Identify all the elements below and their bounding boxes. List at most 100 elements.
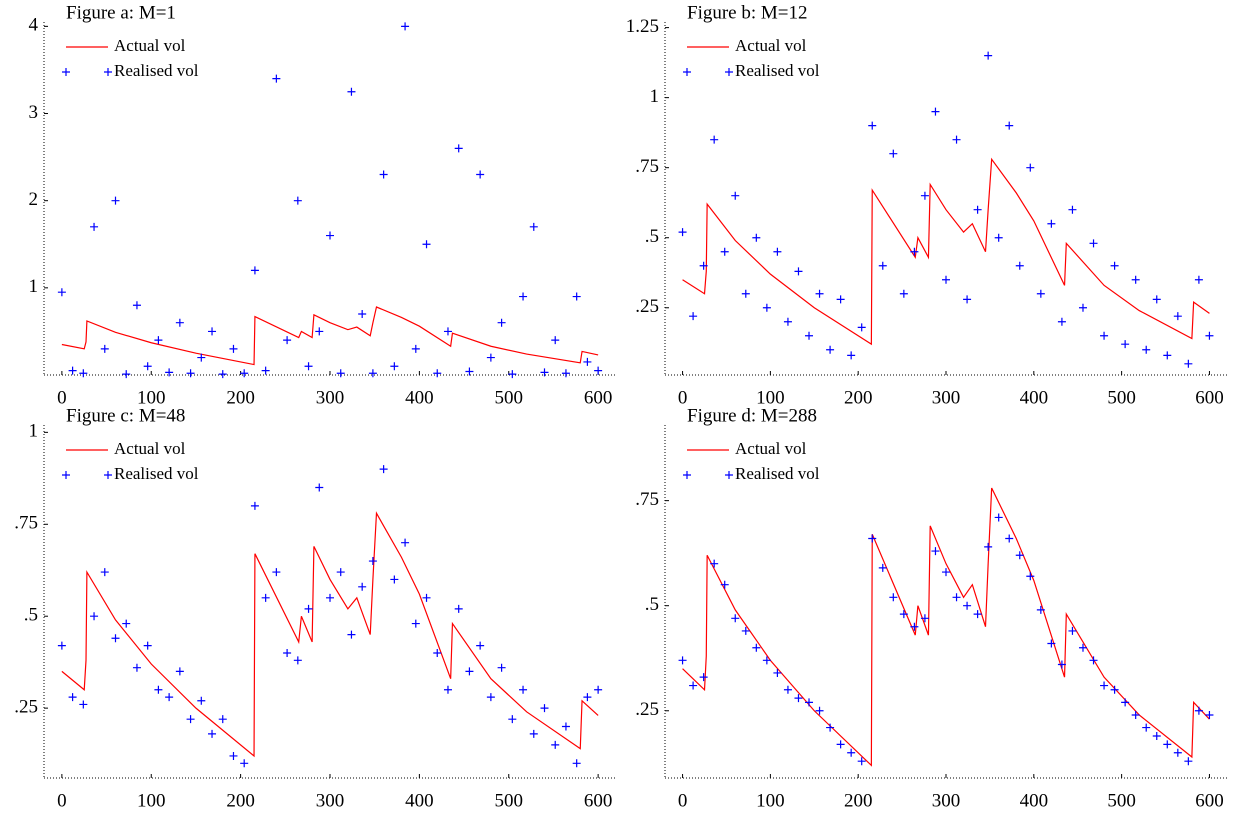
realised-vol-point bbox=[68, 693, 77, 702]
realised-vol-point bbox=[1121, 340, 1130, 349]
realised-vol-point bbox=[476, 170, 485, 179]
realised-vol-point bbox=[358, 582, 367, 591]
realised-vol-point bbox=[710, 559, 719, 568]
y-tick-label: 2 bbox=[29, 189, 39, 210]
realised-vol-point bbox=[741, 289, 750, 298]
chart-title: Figure c: M=48 bbox=[66, 405, 185, 426]
realised-vol-point bbox=[1100, 681, 1109, 690]
realised-vol-point bbox=[583, 357, 592, 366]
realised-vol-point bbox=[1142, 723, 1151, 732]
realised-vol-point bbox=[836, 740, 845, 749]
realised-vol-point bbox=[315, 327, 324, 336]
realised-vol-point bbox=[1173, 312, 1182, 321]
realised-vol-point bbox=[197, 353, 206, 362]
legend-swatch bbox=[62, 471, 112, 479]
realised-vol-point bbox=[401, 22, 410, 31]
realised-vol-point bbox=[794, 694, 803, 703]
realised-vol-point bbox=[678, 656, 687, 665]
realised-vol-point bbox=[197, 696, 206, 705]
y-tick-label: .75 bbox=[14, 513, 38, 534]
realised-vol-point bbox=[984, 542, 993, 551]
realised-vol-point bbox=[326, 231, 334, 240]
realised-vol-point bbox=[1036, 289, 1045, 298]
realised-vol-point bbox=[731, 191, 740, 200]
y-tick-label: .5 bbox=[24, 605, 38, 626]
realised-vol-point bbox=[1110, 685, 1119, 694]
realised-vol-point bbox=[678, 228, 687, 237]
realised-vol-point bbox=[931, 107, 940, 116]
realised-vol-point bbox=[122, 370, 131, 379]
realised-vol-point bbox=[920, 191, 929, 200]
realised-vol-point bbox=[240, 759, 249, 768]
realised-vol-point bbox=[519, 292, 528, 301]
realised-vol-point bbox=[942, 275, 950, 284]
x-tick-label: 0 bbox=[57, 790, 67, 811]
realised-vol-point bbox=[154, 336, 163, 345]
realised-vol-point bbox=[454, 604, 463, 613]
x-tick-label: 500 bbox=[495, 387, 524, 408]
realised-vol-point bbox=[1015, 261, 1024, 270]
x-tick-label: 200 bbox=[226, 790, 255, 811]
realised-vol-point bbox=[465, 667, 474, 676]
legend-swatch bbox=[683, 68, 733, 76]
realised-vol-point bbox=[143, 641, 152, 650]
realised-vol-point bbox=[304, 604, 313, 613]
realised-vol-point bbox=[165, 693, 174, 702]
realised-vol-point bbox=[208, 327, 217, 336]
realised-vol-point bbox=[1163, 351, 1172, 360]
realised-vol-point bbox=[1184, 757, 1193, 766]
realised-vol-point bbox=[465, 367, 474, 376]
y-tick-label: 1 bbox=[29, 276, 39, 297]
realised-vol-point bbox=[111, 196, 120, 205]
realised-vol-point bbox=[529, 729, 538, 738]
chart-title: Figure a: M=1 bbox=[66, 2, 176, 23]
realised-vol-point bbox=[1131, 710, 1140, 719]
y-tick-label: 1.25 bbox=[626, 16, 659, 37]
x-tick-label: 200 bbox=[844, 387, 873, 408]
realised-vol-point bbox=[910, 247, 919, 256]
realised-vol-point bbox=[826, 345, 835, 354]
realised-vol-point bbox=[411, 619, 420, 628]
realised-vol-point bbox=[1036, 605, 1045, 614]
realised-vol-point bbox=[454, 144, 463, 153]
realised-vol-point bbox=[594, 366, 603, 375]
realised-vol-point bbox=[1121, 698, 1130, 707]
x-tick-label: 300 bbox=[932, 387, 961, 408]
realised-vol-point bbox=[1015, 551, 1024, 560]
x-tick-label: 100 bbox=[137, 387, 166, 408]
realised-vol-point bbox=[899, 289, 908, 298]
realised-vol-point bbox=[122, 619, 131, 628]
realised-vol-point bbox=[773, 668, 782, 677]
realised-vol-point bbox=[899, 610, 908, 619]
x-tick-label: 500 bbox=[495, 790, 524, 811]
realised-vol-point bbox=[283, 336, 292, 345]
realised-vol-point bbox=[175, 318, 184, 327]
realised-vol-point bbox=[984, 51, 993, 60]
realised-vol-point bbox=[1057, 317, 1066, 326]
realised-vol-point bbox=[847, 351, 856, 360]
y-tick-label: .25 bbox=[635, 699, 659, 720]
realised-vol-point bbox=[561, 369, 570, 378]
realised-vol-point bbox=[218, 370, 227, 379]
realised-vol-point bbox=[699, 261, 708, 270]
realised-vol-point bbox=[973, 205, 982, 214]
y-tick-label: 1 bbox=[650, 86, 660, 107]
x-tick-label: 300 bbox=[316, 387, 345, 408]
realised-vol-point bbox=[132, 301, 141, 310]
realised-vol-point bbox=[1205, 710, 1214, 719]
realised-vol-point bbox=[794, 267, 803, 276]
realised-vol-point bbox=[422, 593, 431, 602]
realised-vol-point bbox=[326, 593, 334, 602]
realised-vol-point bbox=[1057, 660, 1066, 669]
realised-vol-point bbox=[815, 289, 824, 298]
realised-vol-point bbox=[186, 715, 195, 724]
realised-vol-point bbox=[540, 704, 549, 713]
legend-label: Realised vol bbox=[114, 61, 199, 80]
realised-vol-point bbox=[390, 362, 399, 371]
realised-vol-point bbox=[443, 685, 452, 694]
realised-vol-point bbox=[805, 698, 814, 707]
realised-vol-point bbox=[1100, 331, 1109, 340]
realised-vol-point bbox=[508, 715, 517, 724]
realised-vol-point bbox=[689, 681, 698, 690]
